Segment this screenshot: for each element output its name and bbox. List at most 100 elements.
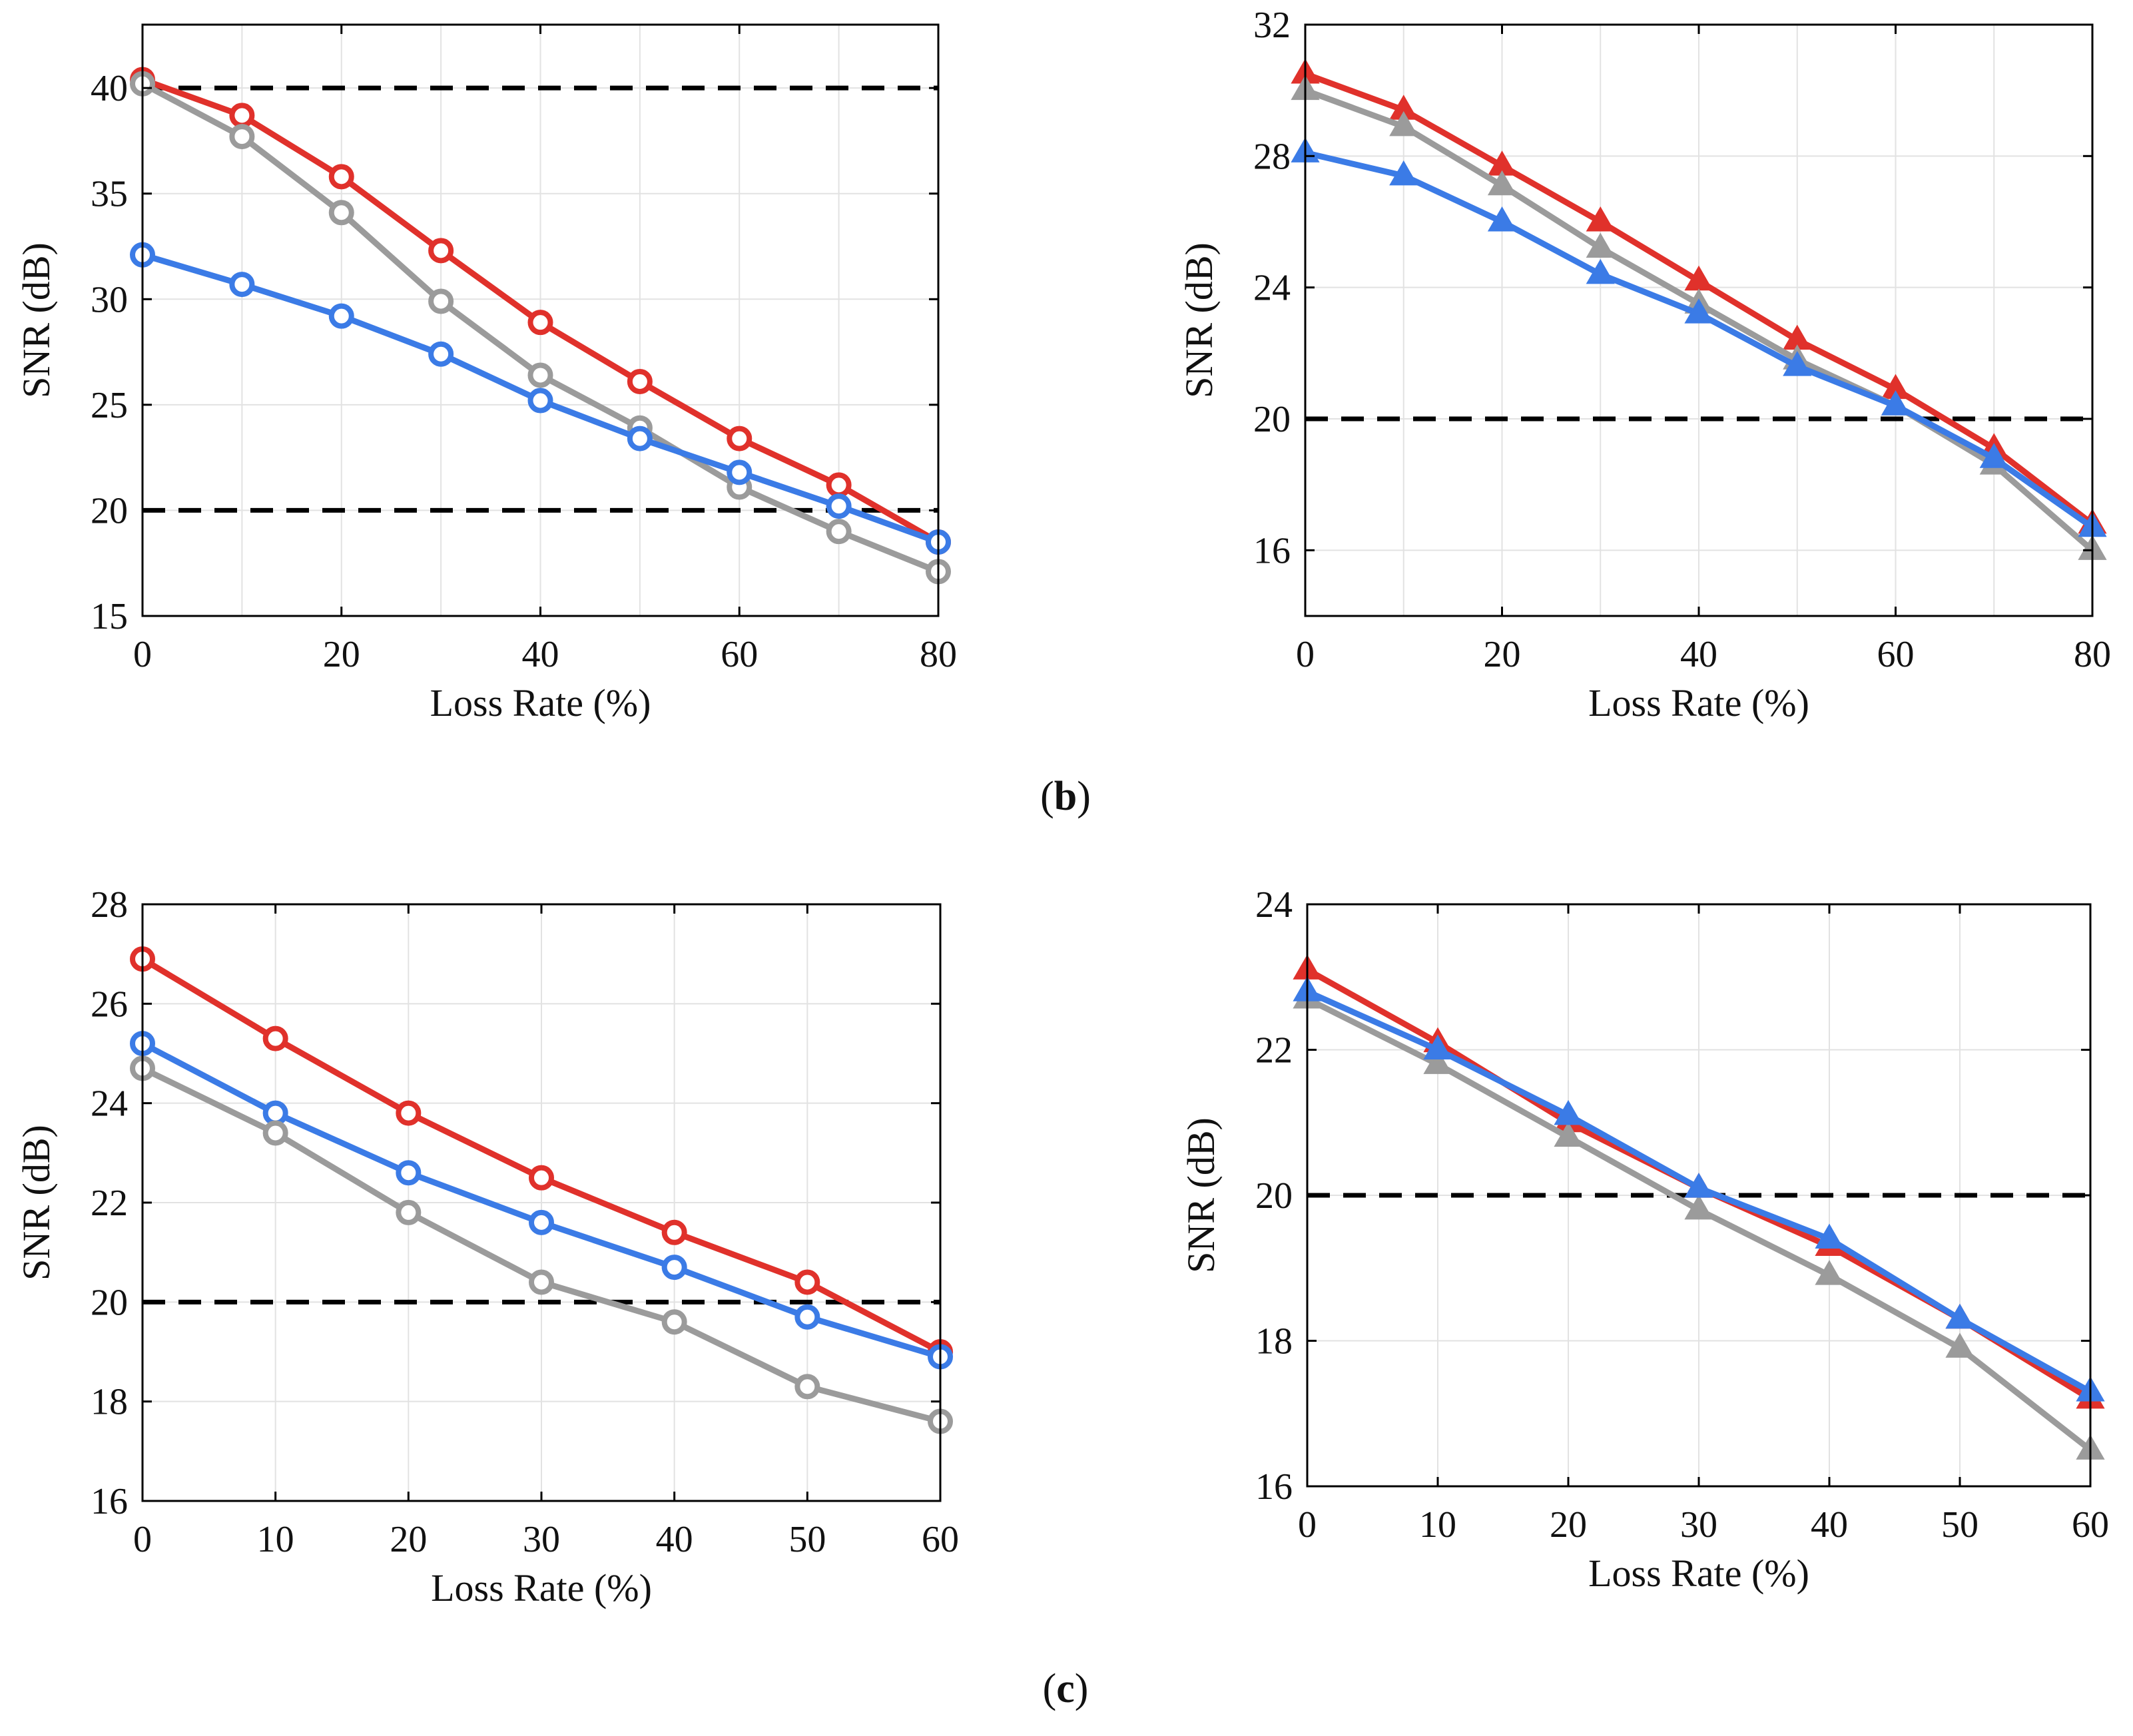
x-tick-label: 80: [2074, 634, 2111, 675]
x-tick-label: 60: [721, 634, 758, 675]
x-tick-label: 0: [133, 634, 152, 675]
x-tick-label: 20: [390, 1519, 427, 1560]
y-tick-label: 22: [1255, 1030, 1293, 1071]
x-tick-label: 40: [1680, 634, 1717, 675]
x-tick-label: 60: [922, 1519, 959, 1560]
data-point-gray: [1423, 1049, 1452, 1074]
y-tick-label: 20: [91, 1282, 128, 1323]
data-point-blue: [1423, 1034, 1452, 1059]
y-tick-label: 16: [91, 1481, 128, 1522]
data-point-gray: [428, 288, 454, 314]
data-point-red: [428, 238, 454, 264]
y-axis-label: SNR (dB): [1179, 1117, 1223, 1273]
data-point-red: [627, 368, 653, 394]
data-point-red: [727, 426, 753, 451]
data-point-gray: [661, 1309, 687, 1335]
data-point-blue: [229, 272, 255, 298]
data-point-blue: [262, 1100, 288, 1126]
x-tick-label: 60: [1877, 634, 1915, 675]
x-axis-label: Loss Rate (%): [431, 1566, 652, 1609]
y-tick-label: 22: [91, 1183, 128, 1224]
y-tick-label: 26: [91, 984, 128, 1025]
data-point-blue: [1783, 351, 1812, 376]
data-point-blue: [1586, 258, 1615, 284]
data-point-gray: [1586, 232, 1615, 258]
data-point-gray: [328, 200, 354, 226]
data-point-blue: [1815, 1223, 1844, 1249]
data-point-gray: [826, 519, 852, 545]
data-point-blue: [727, 459, 753, 485]
data-point-red: [529, 1165, 554, 1191]
y-axis-label: SNR (dB): [1177, 242, 1221, 398]
y-axis-label: SNR (dB): [15, 1125, 58, 1281]
y-tick-label: 24: [91, 1083, 128, 1125]
data-point-gray: [1554, 1121, 1583, 1147]
data-point-red: [229, 103, 255, 129]
data-point-blue: [794, 1304, 820, 1330]
y-tick-label: 18: [1255, 1321, 1293, 1362]
x-tick-label: 50: [788, 1519, 826, 1560]
x-tick-label: 10: [257, 1519, 294, 1560]
y-tick-label: 20: [1255, 1175, 1293, 1217]
data-point-gray: [229, 124, 255, 150]
data-point-red: [1586, 206, 1615, 232]
x-axis-label: Loss Rate (%): [430, 681, 651, 724]
y-tick-label: 32: [1253, 5, 1291, 46]
data-point-gray: [1389, 111, 1418, 137]
x-axis-label: Loss Rate (%): [1588, 681, 1809, 724]
panel-caption-b: (b): [1040, 774, 1091, 819]
y-tick-label: 28: [1253, 136, 1291, 177]
data-point-red: [527, 310, 553, 336]
x-tick-label: 0: [1298, 1504, 1317, 1546]
data-point-gray: [1487, 170, 1517, 196]
chart-top-left: 0 20 40 60 80 15 20 25 30 35 40 Loss Rate (%) SNR (d…: [15, 23, 957, 724]
data-point-red: [794, 1269, 820, 1295]
y-tick-label: 28: [91, 884, 128, 926]
data-point-blue: [527, 388, 553, 414]
x-tick-label: 80: [920, 634, 957, 675]
data-point-blue: [396, 1160, 422, 1186]
data-point-red: [661, 1219, 687, 1245]
data-point-blue: [1487, 206, 1517, 232]
x-tick-label: 60: [2072, 1504, 2109, 1546]
data-point-gray: [527, 362, 553, 388]
y-tick-label: 20: [1253, 399, 1291, 440]
data-point-gray: [262, 1120, 288, 1146]
y-tick-label: 40: [91, 68, 128, 109]
y-axis-label: SNR (dB): [15, 242, 58, 398]
y-tick-label: 16: [1255, 1466, 1293, 1508]
chart-top-right: 0 20 40 60 80 16 20 24 28 32 Loss Rate (%) SNR (dB): [1177, 5, 2111, 724]
x-tick-label: 0: [1296, 634, 1315, 675]
chart-bottom-right: 0 10 20 30 40 50 60 16 18 20 22 24 Loss Rate (%) SNR …: [1179, 884, 2109, 1595]
x-tick-label: 20: [323, 634, 360, 675]
data-point-gray: [1945, 1332, 1975, 1358]
data-point-blue: [1881, 390, 1911, 416]
x-tick-label: 20: [1484, 634, 1521, 675]
data-point-blue: [1979, 443, 2008, 468]
data-point-blue: [627, 426, 653, 451]
data-point-blue: [328, 303, 354, 329]
data-point-gray: [1684, 1194, 1713, 1220]
data-point-blue: [1684, 1173, 1713, 1198]
data-point-gray: [1815, 1260, 1844, 1285]
y-tick-label: 24: [1253, 268, 1291, 309]
data-point-red: [262, 1025, 288, 1051]
panel-caption-c: (c): [1043, 1666, 1089, 1711]
x-tick-label: 10: [1419, 1504, 1456, 1546]
y-tick-label: 30: [91, 279, 128, 320]
data-point-blue: [529, 1209, 554, 1235]
data-point-gray: [794, 1374, 820, 1400]
data-point-red: [328, 164, 354, 190]
data-point-blue: [661, 1255, 687, 1281]
data-point-blue: [1684, 298, 1713, 324]
x-tick-label: 40: [522, 634, 559, 675]
y-tick-label: 15: [91, 596, 128, 637]
data-point-blue: [1389, 160, 1418, 186]
data-point-gray: [396, 1199, 422, 1225]
data-point-gray: [529, 1269, 554, 1295]
y-tick-label: 35: [91, 174, 128, 215]
data-point-red: [826, 472, 852, 498]
x-tick-label: 30: [1680, 1504, 1717, 1546]
data-point-red: [396, 1100, 422, 1126]
